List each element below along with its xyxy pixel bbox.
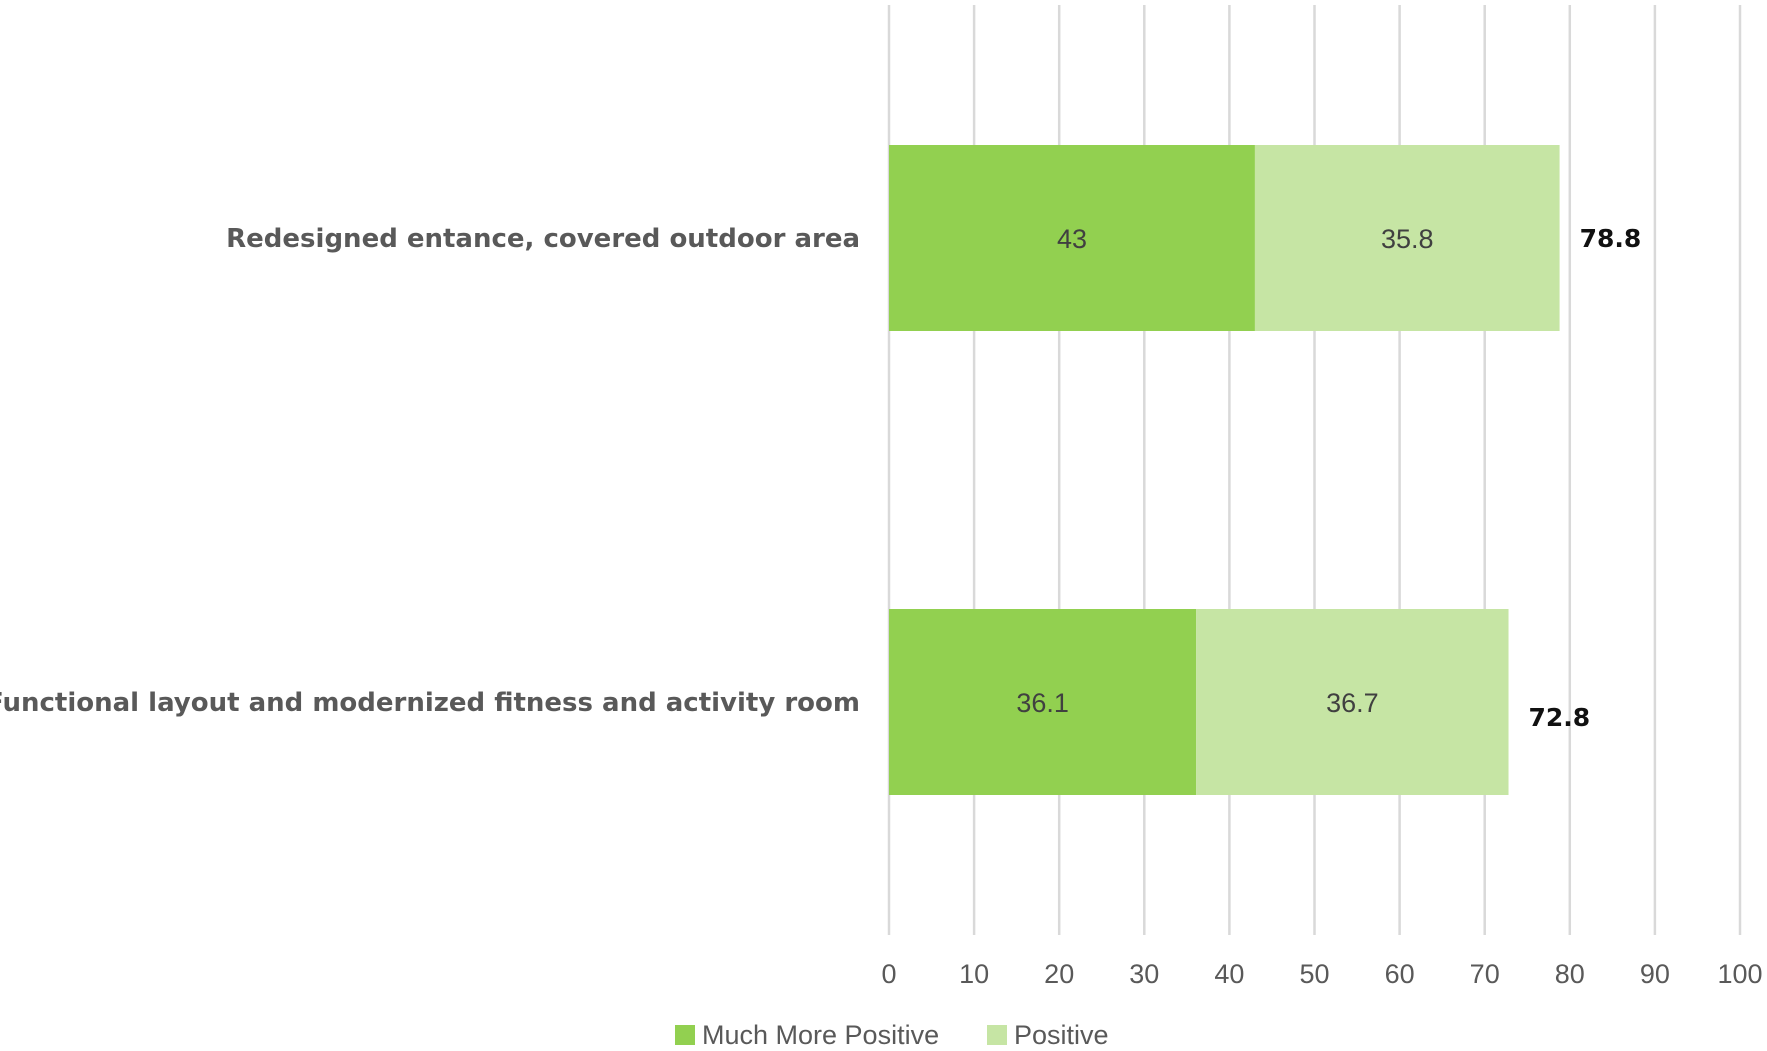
x-tick-label: 90 (1640, 959, 1670, 989)
legend-swatch (675, 1025, 695, 1045)
gridlines (887, 5, 1742, 935)
bar-segment-much-more-positive (889, 145, 1255, 331)
bar-segment-much-more-positive (889, 609, 1197, 795)
category-label: Redesigned entance, covered outdoor area (226, 224, 860, 254)
category-label: Functional layout and modernized fitness… (0, 688, 860, 718)
x-tick-label: 60 (1385, 959, 1415, 989)
x-tick-label: 0 (881, 959, 896, 989)
bar-segment-positive (1196, 609, 1509, 795)
bar-value-label: 36.7 (1326, 688, 1379, 718)
bar-value-label: 43 (1057, 224, 1087, 254)
x-tick-label: 20 (1044, 959, 1074, 989)
bar-value-label: 36.1 (1016, 688, 1069, 718)
x-tick-label: 10 (959, 959, 989, 989)
bar-total-label: 78.8 (1580, 224, 1642, 253)
x-tick-label: 40 (1214, 959, 1244, 989)
bar-value-label: 35.8 (1381, 224, 1434, 254)
x-tick-label: 100 (1717, 959, 1762, 989)
bar-total-label: 72.8 (1529, 703, 1591, 732)
labels: Redesigned entance, covered outdoor area… (0, 224, 1641, 732)
x-tick-label: 80 (1555, 959, 1585, 989)
x-axis: 0 10 20 30 40 50 60 70 80 90 100 (881, 959, 1762, 989)
legend-label: Much More Positive (702, 1020, 939, 1050)
x-tick-label: 50 (1299, 959, 1329, 989)
legend: Much More Positive Positive (675, 1020, 1109, 1050)
legend-label: Positive (1014, 1020, 1109, 1050)
x-tick-label: 30 (1129, 959, 1159, 989)
x-tick-label: 70 (1470, 959, 1500, 989)
bars (889, 145, 1560, 795)
legend-swatch (987, 1025, 1007, 1045)
bar-segment-positive (1254, 145, 1560, 331)
